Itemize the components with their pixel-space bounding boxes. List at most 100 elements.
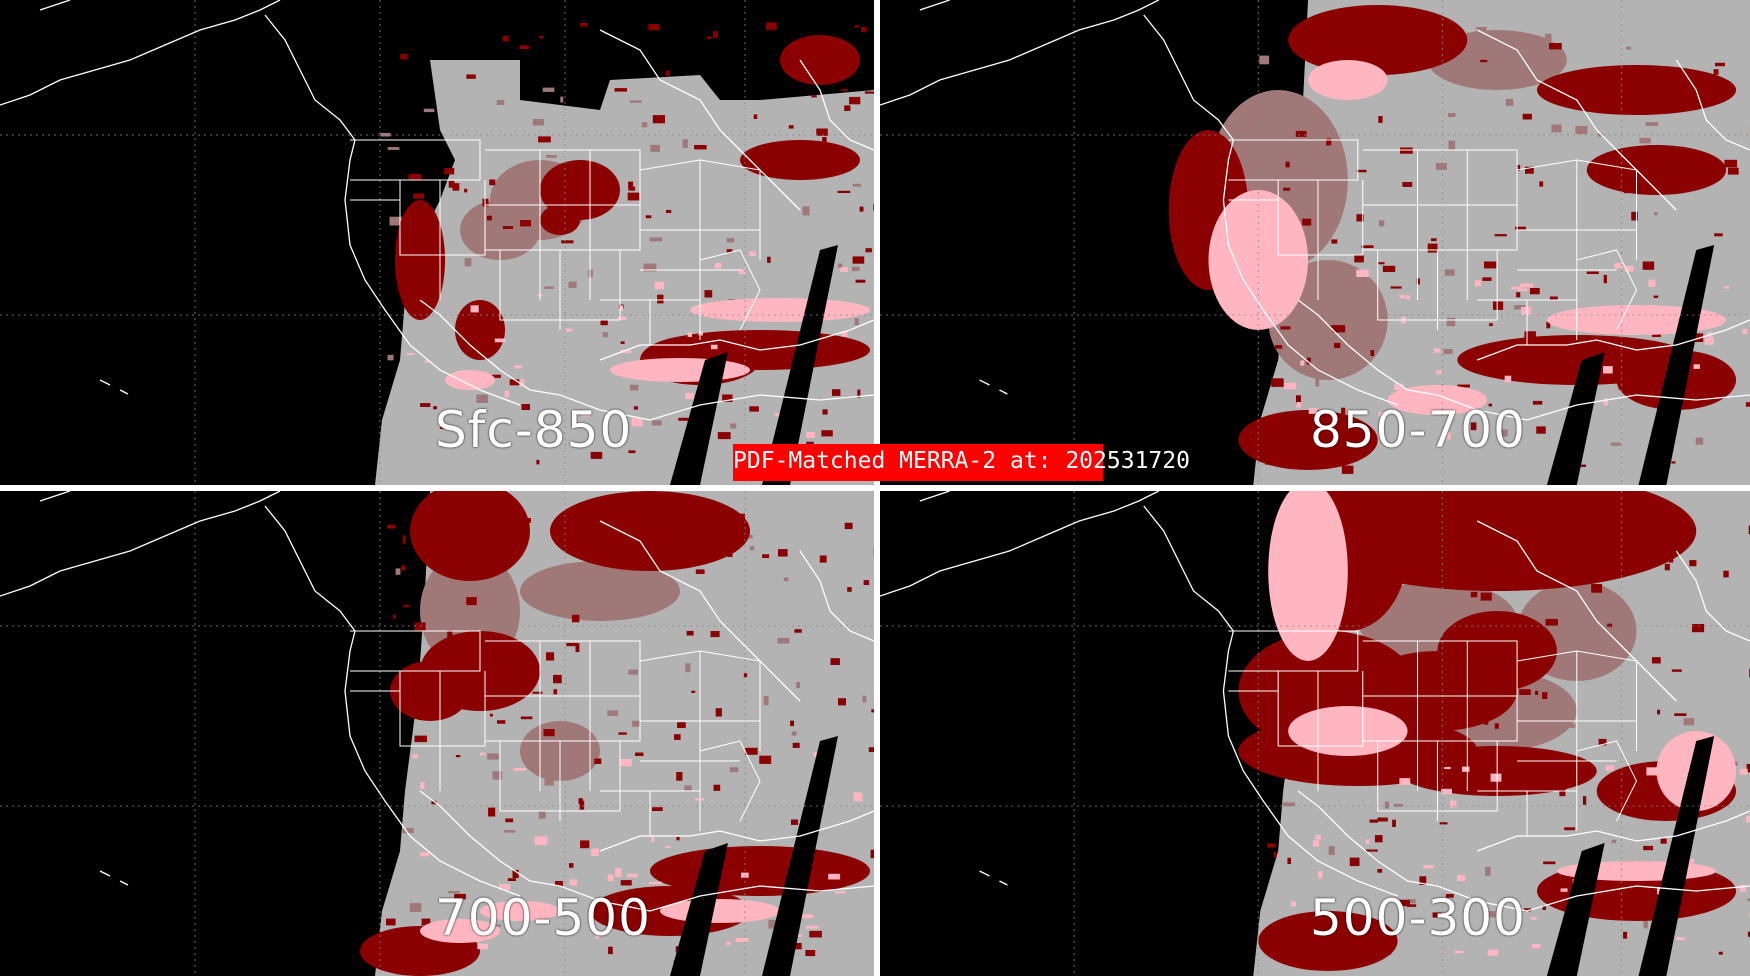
state-boundaries (350, 139, 761, 345)
coastline-2 (419, 790, 561, 887)
low-speck-39 (1524, 737, 1532, 746)
medium-speck-74 (676, 837, 680, 841)
medium-speck-58 (745, 747, 758, 755)
medium-speck-19 (431, 800, 437, 805)
medium-speck-57 (669, 350, 681, 360)
coastlines (0, 0, 874, 421)
low-speck-18 (650, 144, 660, 152)
medium-speck-14 (1530, 288, 1540, 295)
state-line-10 (1517, 229, 1637, 271)
low-speck-7 (492, 771, 503, 780)
light-speck-15 (420, 782, 425, 790)
medium-speck-25 (1691, 333, 1704, 342)
medium-speck-64 (627, 192, 640, 201)
light-speck-13 (835, 891, 846, 894)
light-speck-6 (1444, 766, 1451, 770)
medium-speck-82 (1674, 713, 1687, 716)
medium-speck-60 (1535, 551, 1541, 555)
medium-speck-87 (1416, 278, 1420, 285)
medium-speck-67 (1713, 69, 1719, 75)
medium-speck-35 (1482, 277, 1492, 281)
medium-speck-87 (543, 729, 555, 737)
coastline-1 (1143, 14, 1398, 406)
medium-speck-27 (837, 190, 851, 193)
low-speck-15 (837, 263, 843, 268)
medium-speck-69 (635, 752, 644, 756)
horizontal-divider (0, 485, 1750, 491)
light-category-patch-2 (480, 901, 560, 921)
medium-speck-2 (1373, 28, 1378, 37)
state-line-11 (699, 159, 761, 260)
medium-speck-16 (1591, 584, 1603, 593)
medium-speck-37 (686, 630, 694, 636)
medium-speck-74 (753, 114, 758, 119)
medium-speck-65 (1745, 402, 1750, 407)
coastline-3 (1477, 810, 1750, 852)
medium-speck-43 (1330, 325, 1334, 328)
coastline-6 (599, 29, 801, 211)
light-speck-14 (1532, 944, 1541, 949)
medium-speck-72 (546, 652, 555, 661)
coastline-0 (0, 0, 281, 106)
medium-speck-70 (1543, 861, 1556, 865)
medium-speck-83 (870, 849, 874, 859)
medium-speck-87 (1425, 688, 1435, 697)
coastline-3 (599, 810, 874, 852)
medium-speck-15 (1484, 718, 1489, 725)
medium-speck-15 (665, 70, 670, 76)
low-speck-37 (852, 183, 861, 187)
swath-gap-east (762, 736, 838, 976)
light-speck-12 (499, 884, 511, 890)
medium-speck-82 (1430, 238, 1437, 242)
medium-speck-22 (1421, 701, 1432, 705)
medium-speck-52 (691, 690, 696, 693)
light-speck-1 (738, 268, 746, 275)
medium-speck-14 (1542, 692, 1548, 699)
light-category-patch-0 (690, 298, 870, 322)
state-line-0 (1228, 139, 1359, 181)
light-speck-2 (1624, 265, 1634, 272)
medium-category-patch-2 (740, 140, 860, 180)
medium-speck-36 (762, 554, 770, 558)
lat-lon-grid (0, 491, 874, 976)
light-speck-22 (1723, 286, 1730, 289)
medium-category-patch-0 (1288, 5, 1468, 75)
panel-850-700: 850-700 (880, 0, 1750, 485)
medium-speck-80 (852, 256, 865, 264)
medium-speck-32 (652, 807, 663, 811)
low-speck-5 (768, 919, 781, 929)
medium-speck-33 (520, 220, 531, 227)
medium-category-patch-4 (1238, 410, 1378, 470)
light-speck-22 (714, 262, 722, 269)
medium-speck-58 (1571, 543, 1584, 549)
light-speck-2 (805, 925, 819, 929)
light-speck-13 (687, 332, 692, 337)
swath-gap (1546, 843, 1605, 976)
light-speck-21 (1315, 835, 1321, 840)
light-speck-21 (631, 417, 643, 427)
low-speck-30 (1443, 349, 1453, 355)
medium-speck-39 (1419, 876, 1427, 885)
medium-speck-89 (1586, 271, 1599, 274)
medium-speck-33 (1651, 657, 1661, 664)
light-speck-14 (841, 331, 848, 337)
light-speck-5 (1510, 286, 1523, 290)
light-category-patch-0 (1268, 491, 1348, 661)
light-speck-16 (406, 353, 415, 356)
medium-speck-43 (454, 893, 466, 900)
coastline-6 (1476, 520, 1677, 702)
low-speck-4 (649, 237, 663, 242)
low-speck-20 (1338, 193, 1347, 200)
low-speck-34 (487, 753, 499, 760)
medium-speck-62 (1549, 43, 1562, 50)
coastline-3 (599, 319, 874, 361)
state-line-1 (1277, 671, 1364, 747)
medium-speck-54 (727, 552, 733, 557)
light-speck-15 (504, 390, 509, 398)
medium-speck-9 (1267, 843, 1276, 848)
low-speck-8 (1499, 429, 1508, 437)
light-speck-25 (651, 836, 655, 842)
light-speck-24 (565, 328, 573, 332)
medium-speck-84 (600, 319, 608, 326)
